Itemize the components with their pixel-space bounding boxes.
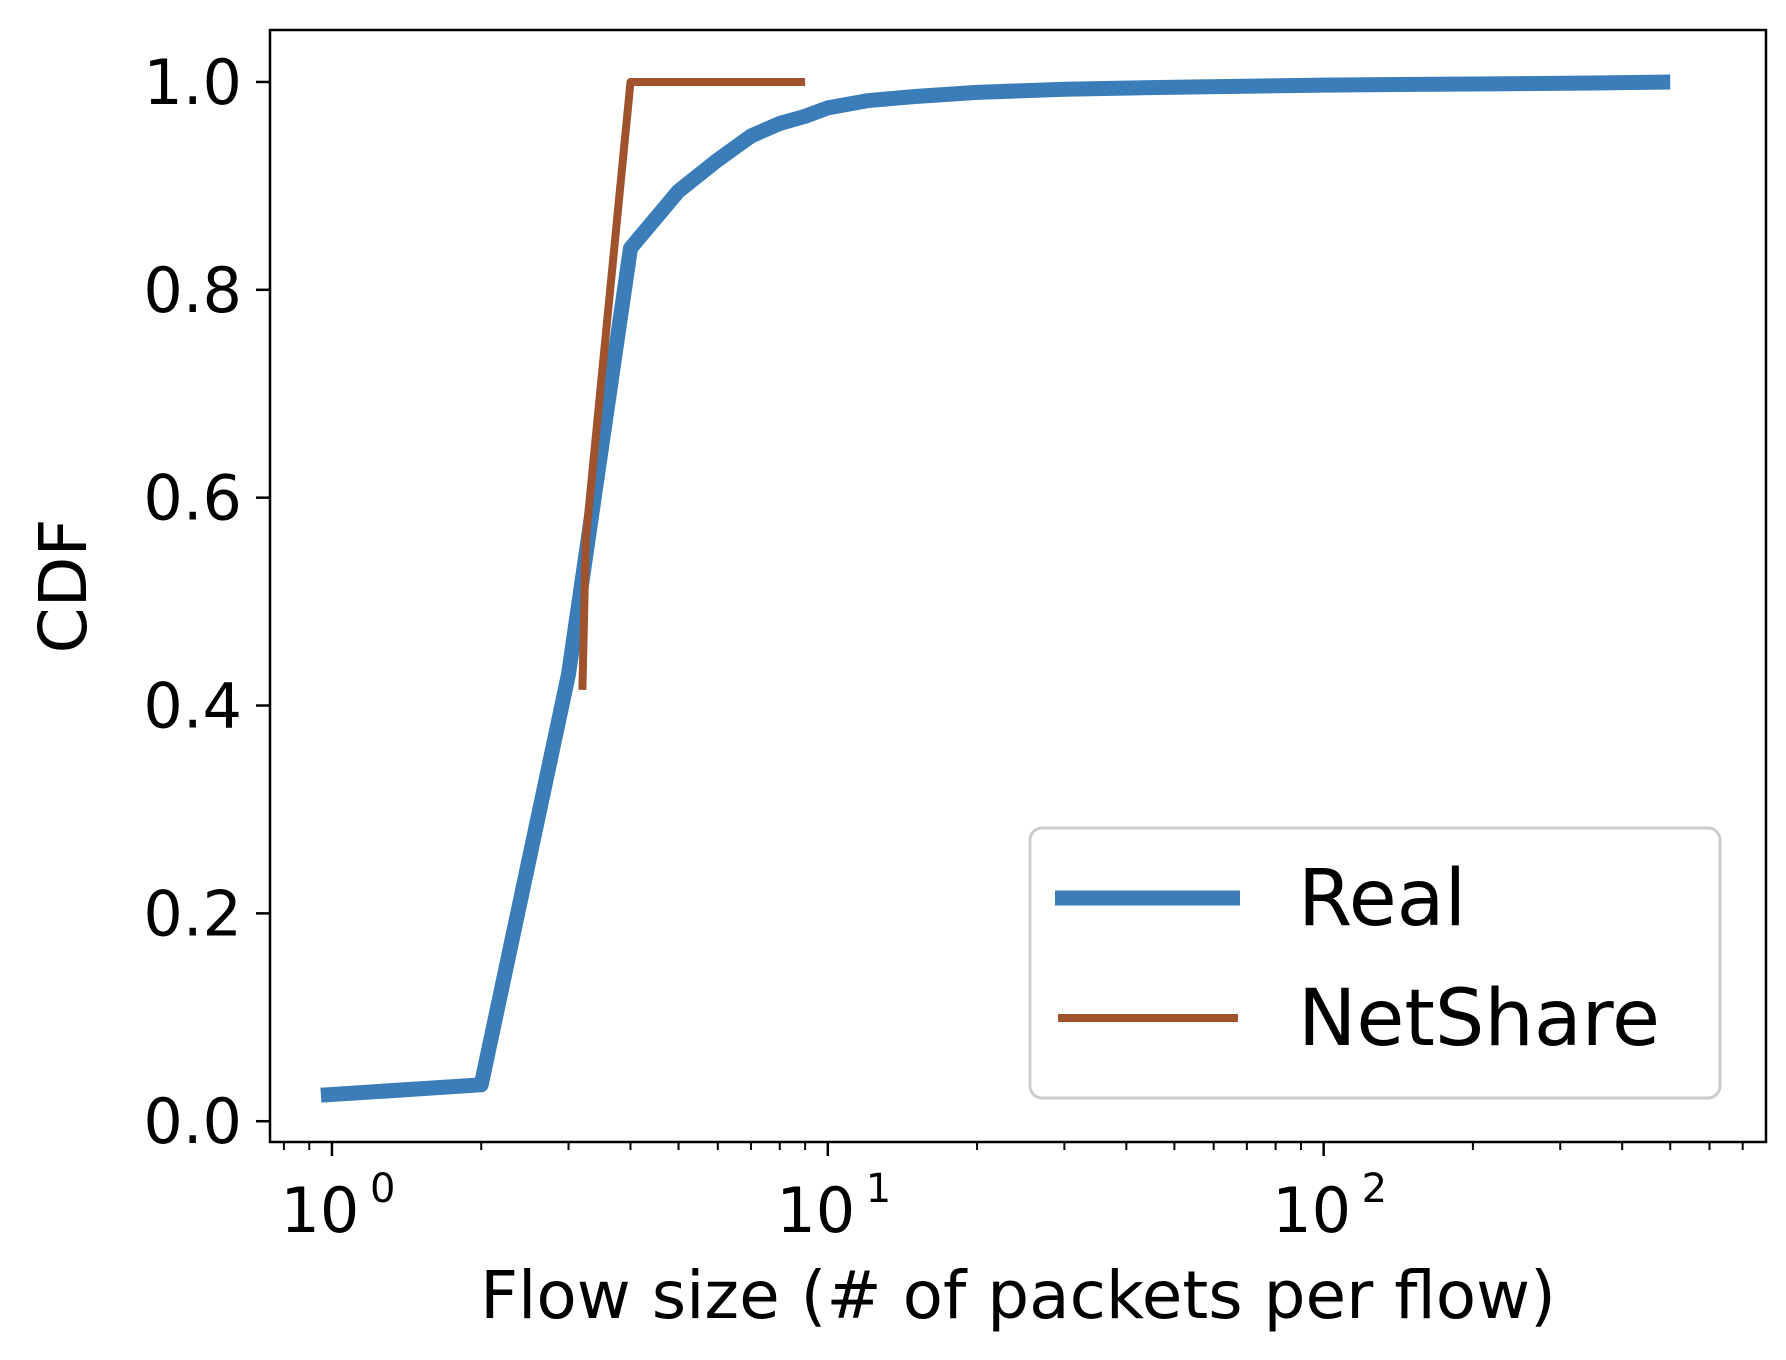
y-tick-label: 0.4 [143,670,242,743]
x-tick-label: 10 [1272,1174,1351,1247]
legend: Real NetShare [1028,826,1722,1100]
y-tick-label: 0.2 [143,877,242,950]
x-axis-title: Flow size (# of packets per flow) [480,1257,1556,1334]
x-tick-label: 10 [280,1174,359,1247]
x-tick-exponent: 0 [370,1166,395,1212]
y-tick-label: 0.8 [143,254,242,327]
plot-frame [268,28,1768,1144]
x-tick-exponent: 2 [1362,1166,1387,1212]
y-tick-label: 1.0 [143,46,242,119]
series-line-netshare [578,78,806,690]
x-axis: 10 0 10 1 10 2 [280,1142,1744,1247]
legend-label-netshare: NetShare [1298,974,1660,1064]
series-line-real [320,74,1671,1103]
y-axis-title: CDF [25,519,102,654]
y-axis: 0.0 0.2 0.4 0.6 0.8 1.0 [143,46,270,1158]
x-tick-label: 10 [776,1174,855,1247]
y-tick-label: 0.0 [143,1085,242,1158]
x-tick-exponent: 1 [866,1166,891,1212]
series-layer [320,74,1671,1103]
y-tick-label: 0.6 [143,462,242,535]
legend-label-real: Real [1298,854,1466,944]
